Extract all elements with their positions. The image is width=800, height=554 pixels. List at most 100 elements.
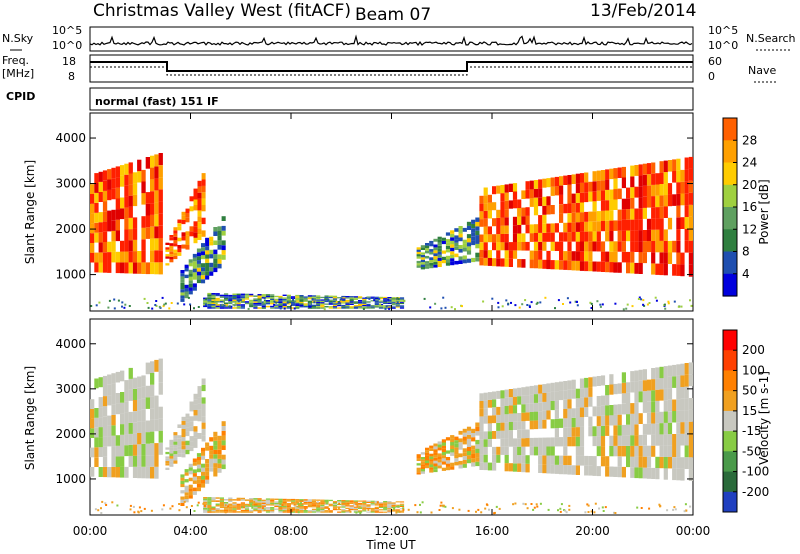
power-speckle	[189, 303, 192, 306]
power-speckle	[497, 301, 500, 304]
velocity-cell	[192, 476, 197, 481]
velocity-cell	[141, 386, 146, 399]
velocity-cell	[132, 422, 138, 434]
power-cell	[213, 258, 218, 264]
velocity-cell	[111, 414, 116, 426]
velocity-cell	[571, 436, 576, 447]
power-cell	[458, 248, 463, 253]
velocity-cell	[387, 501, 392, 503]
power-cell	[450, 247, 455, 252]
power-cell	[487, 234, 492, 243]
velocity-cell	[345, 503, 350, 506]
velocity-cell	[617, 466, 622, 478]
velocity-cell	[115, 393, 120, 404]
power-cell	[613, 241, 618, 252]
power-cell	[521, 233, 526, 242]
power-cell	[203, 305, 208, 308]
power-cell	[605, 200, 610, 211]
velocity-cell	[120, 456, 125, 467]
velocity-cell	[680, 375, 685, 387]
power-cell	[145, 192, 150, 204]
velocity-cell	[508, 397, 513, 406]
power-cell	[213, 231, 218, 236]
velocity-cell	[286, 504, 291, 506]
velocity-cell	[525, 395, 530, 404]
velocity-cell	[257, 511, 262, 513]
power-cell	[207, 304, 212, 306]
power-cell	[366, 307, 371, 309]
velocity-cell	[437, 447, 442, 451]
velocity-cell	[420, 469, 425, 472]
velocity-cell	[311, 510, 317, 512]
velocity-cell	[324, 506, 329, 508]
power-cell	[111, 241, 116, 252]
velocity-cell	[181, 424, 186, 429]
power-cell	[307, 300, 312, 302]
power-speckle	[501, 305, 504, 308]
velocity-cell	[261, 504, 266, 506]
velocity-cell	[504, 389, 509, 398]
velocity-cell	[201, 463, 206, 468]
power-speckle	[362, 308, 365, 310]
velocity-cell	[621, 393, 626, 404]
power-cell	[483, 218, 488, 227]
power-cell	[621, 166, 626, 178]
velocity-cell	[646, 379, 652, 391]
velocity-cell	[295, 510, 300, 512]
velocity-cell	[579, 455, 585, 466]
power-cell	[391, 307, 396, 309]
power-cell	[579, 241, 585, 252]
power-cell	[154, 190, 159, 203]
velocity-cell	[399, 510, 405, 512]
velocity-speckle	[568, 504, 571, 507]
velocity-cell	[387, 505, 392, 507]
power-cell	[228, 299, 233, 301]
power-cell	[479, 203, 484, 212]
velocity-cell	[521, 395, 526, 405]
colorbar-tick-label: 8	[742, 245, 750, 259]
velocity-cell	[454, 440, 459, 444]
velocity-cell	[158, 382, 163, 395]
velocity-cell	[111, 425, 116, 436]
velocity-speckle	[547, 508, 550, 511]
power-cell	[265, 300, 271, 302]
power-cell	[102, 180, 108, 191]
power-cell	[115, 230, 120, 242]
velocity-cell	[592, 436, 597, 447]
velocity-cell	[192, 462, 197, 466]
velocity-cell	[107, 436, 112, 447]
velocity-cell	[201, 403, 206, 410]
velocity-cell	[588, 396, 593, 407]
power-cell	[458, 260, 463, 264]
power-cell	[646, 218, 652, 230]
power-cell	[169, 248, 174, 252]
power-cell	[571, 203, 576, 213]
power-cell	[240, 301, 245, 303]
power-speckle	[590, 307, 593, 309]
velocity-cell	[228, 506, 233, 509]
power-cell	[525, 224, 530, 234]
velocity-cell	[596, 436, 601, 447]
power-speckle	[590, 302, 593, 305]
velocity-cell	[295, 507, 300, 509]
power-cell	[341, 301, 346, 303]
power-cell	[316, 298, 321, 300]
power-cell	[236, 302, 241, 305]
power-cell	[579, 222, 585, 232]
velocity-cell	[504, 397, 509, 406]
power-cell	[211, 299, 216, 301]
velocity-cell	[571, 465, 576, 475]
nave-trace	[90, 66, 693, 76]
velocity-cell	[201, 397, 206, 404]
velocity-cell	[362, 503, 367, 505]
colorbar-swatch	[723, 184, 737, 208]
velocity-cell	[445, 460, 451, 464]
power-cell	[642, 196, 647, 208]
velocity-speckle	[183, 500, 186, 503]
power-cell	[496, 242, 501, 251]
velocity-cell	[630, 467, 635, 478]
power-cell	[278, 304, 283, 306]
power-speckle	[237, 300, 240, 303]
power-cell	[173, 255, 178, 260]
velocity-cell	[353, 510, 358, 512]
